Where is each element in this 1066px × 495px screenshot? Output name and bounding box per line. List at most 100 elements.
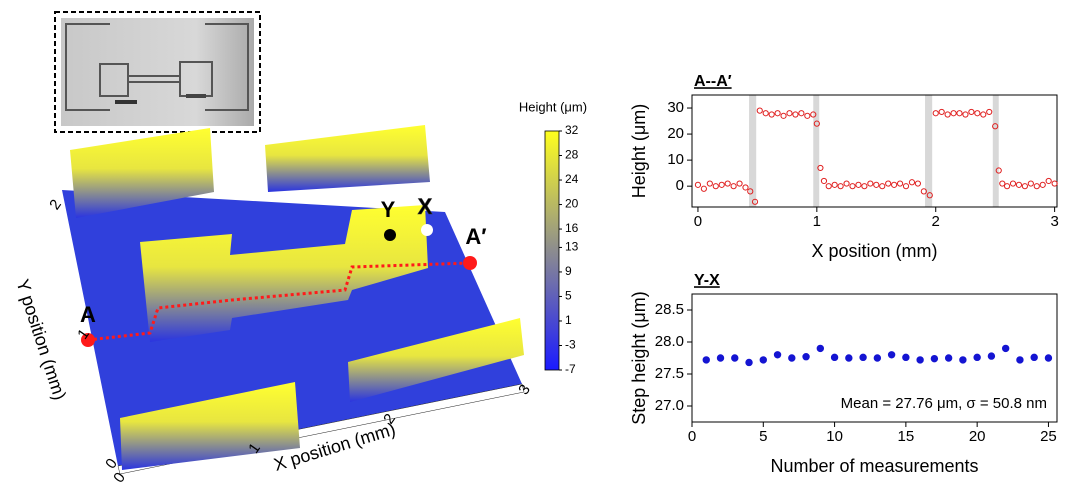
y-axis-label: Height (μm)	[629, 104, 649, 198]
data-point	[831, 181, 838, 188]
data-point	[959, 356, 967, 364]
data-point	[830, 353, 839, 362]
data-point	[1033, 183, 1040, 190]
data-point	[845, 354, 853, 362]
x-tick-label: 1	[813, 213, 821, 230]
data-point	[902, 183, 910, 190]
data-point	[891, 181, 898, 188]
data-point	[810, 111, 817, 118]
data-point	[751, 198, 759, 205]
chart-title: Y-X	[694, 272, 720, 289]
y-tick-label: 30	[667, 99, 684, 116]
data-point	[974, 110, 981, 117]
data-point	[968, 108, 975, 116]
data-point	[837, 183, 844, 190]
data-point	[712, 183, 719, 190]
data-point	[747, 188, 754, 195]
x-tick-label: 5	[759, 428, 767, 445]
data-point	[736, 180, 743, 187]
point-label: A′	[465, 224, 486, 249]
colorbar-tick-label: 28	[565, 148, 579, 162]
data-point	[780, 112, 787, 119]
data-point	[804, 112, 811, 119]
data-point	[700, 185, 707, 192]
x-axis-label: X position (mm)	[811, 241, 937, 261]
x-tick-label: 25	[1040, 428, 1057, 445]
colorbar-tick-label: 5	[565, 289, 572, 303]
data-point	[716, 354, 725, 362]
data-point	[861, 183, 868, 190]
data-point	[1027, 180, 1034, 187]
plot-frame	[691, 94, 1058, 208]
data-point	[694, 181, 702, 188]
data-point	[1039, 181, 1046, 188]
x-axis-label: Number of measurements	[770, 456, 978, 476]
colorbar-tick-label: 9	[565, 264, 572, 278]
data-point	[859, 353, 867, 362]
y-tick-label: 27.0	[655, 397, 684, 414]
data-point	[706, 180, 713, 187]
data-point	[920, 188, 927, 195]
data-point	[702, 356, 710, 364]
data-point	[885, 180, 892, 187]
data-point	[879, 183, 886, 190]
surface-render	[62, 125, 525, 475]
data-point	[867, 180, 874, 187]
data-point	[896, 180, 904, 187]
data-point	[916, 356, 924, 364]
data-point	[999, 180, 1006, 187]
point-label: Y	[381, 197, 396, 222]
data-point	[817, 164, 824, 172]
data-point	[873, 181, 880, 188]
data-point	[731, 354, 739, 362]
data-point	[938, 108, 945, 116]
chart-title: A--A′	[694, 73, 732, 90]
data-point	[873, 354, 882, 362]
data-point	[774, 110, 781, 117]
annotation: Mean = 27.76 μm, σ = 50.8 nm	[841, 395, 1047, 412]
colorbar-tick-label: -3	[565, 338, 576, 352]
x-tick-label: 10	[826, 428, 843, 445]
data-point	[973, 353, 981, 362]
x-tick-label: 2	[932, 213, 940, 230]
data-point	[718, 181, 725, 188]
data-point	[1015, 181, 1023, 188]
colorbar-tick-label: 32	[565, 123, 579, 137]
data-point	[813, 120, 820, 127]
x-tick-label: 3	[1050, 213, 1058, 230]
data-point	[1009, 180, 1017, 187]
shaded-region	[992, 95, 999, 207]
colorbar-label: Height (μm)	[519, 99, 587, 114]
y-axis-label: Y position (mm)	[12, 277, 70, 403]
data-point	[950, 110, 957, 117]
data-point	[843, 180, 850, 187]
data-point	[887, 351, 896, 359]
data-point	[773, 351, 782, 359]
data-point	[802, 353, 810, 361]
data-point	[930, 354, 939, 363]
data-point	[1001, 344, 1010, 353]
data-point	[902, 353, 910, 362]
data-point	[768, 111, 775, 118]
y-tick-label: 27.5	[655, 365, 684, 382]
y-tick-label: 20	[667, 125, 684, 142]
data-point	[1045, 177, 1052, 185]
data-point	[908, 179, 916, 186]
colorbar-tick-label: 1	[565, 313, 572, 327]
data-point	[995, 167, 1002, 174]
data-point	[944, 111, 951, 118]
data-point	[944, 354, 953, 362]
y-tick-label: 28.5	[655, 301, 684, 318]
shaded-region	[925, 95, 933, 207]
y-tick-label: 28.0	[655, 333, 684, 350]
data-point	[932, 110, 939, 117]
data-point	[786, 110, 793, 117]
colorbar-tick-label: 24	[565, 172, 579, 186]
x-tick-label: 15	[898, 428, 915, 445]
y-tick-label: 2	[46, 196, 65, 213]
data-point	[820, 177, 828, 185]
data-point	[1030, 353, 1038, 362]
inset-image	[54, 11, 261, 133]
data-point	[798, 110, 805, 117]
